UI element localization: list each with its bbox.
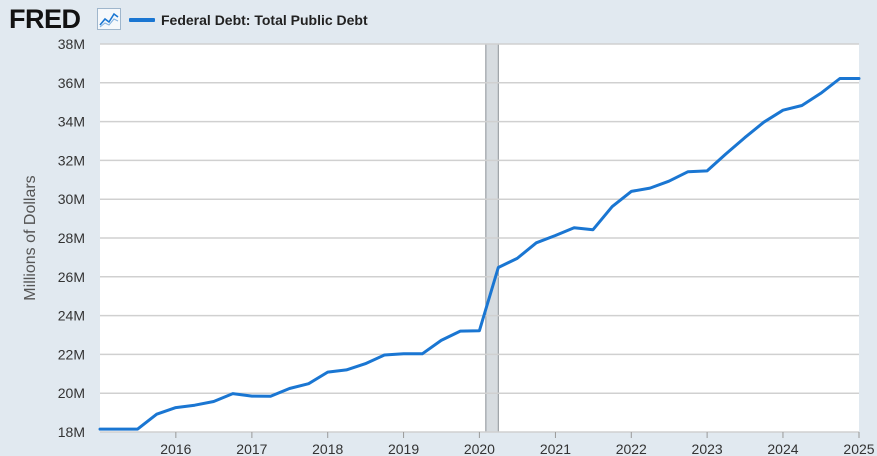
series-line (98, 77, 861, 431)
y-tick-label: 26M (58, 269, 85, 285)
x-tick-label: 2021 (540, 441, 571, 456)
x-tick-label: 2025 (843, 441, 874, 456)
chart-header: FRED Federal Debt: Total Public Debt (0, 0, 877, 40)
y-axis-label: Millions of Dollars (22, 175, 39, 300)
legend-series-swatch (129, 18, 155, 22)
x-tick-label: 2020 (464, 441, 495, 456)
y-tick-label: 36M (58, 75, 85, 91)
y-tick-label: 30M (58, 191, 85, 207)
x-tick-label: 2019 (388, 441, 419, 456)
x-tick-label: 2018 (312, 441, 343, 456)
y-tick-label: 34M (58, 114, 85, 130)
y-tick-label: 22M (58, 346, 85, 362)
y-tick-label: 38M (58, 36, 85, 52)
x-tick-label: 2024 (767, 441, 798, 456)
y-tick-label: 28M (58, 230, 85, 246)
line-chart-icon (97, 8, 121, 30)
x-tick-label: 2023 (692, 441, 723, 456)
x-tick-label: 2022 (616, 441, 647, 456)
y-tick-label: 32M (58, 152, 85, 168)
y-tick-label: 24M (58, 308, 85, 324)
fred-logo[interactable]: FRED (9, 4, 81, 34)
chart-legend[interactable]: Federal Debt: Total Public Debt (129, 10, 368, 30)
legend-series-label: Federal Debt: Total Public Debt (161, 12, 368, 28)
x-tick-label: 2017 (236, 441, 267, 456)
y-tick-label: 20M (58, 385, 85, 401)
y-tick-label: 18M (58, 424, 85, 440)
x-tick-label: 2016 (160, 441, 191, 456)
